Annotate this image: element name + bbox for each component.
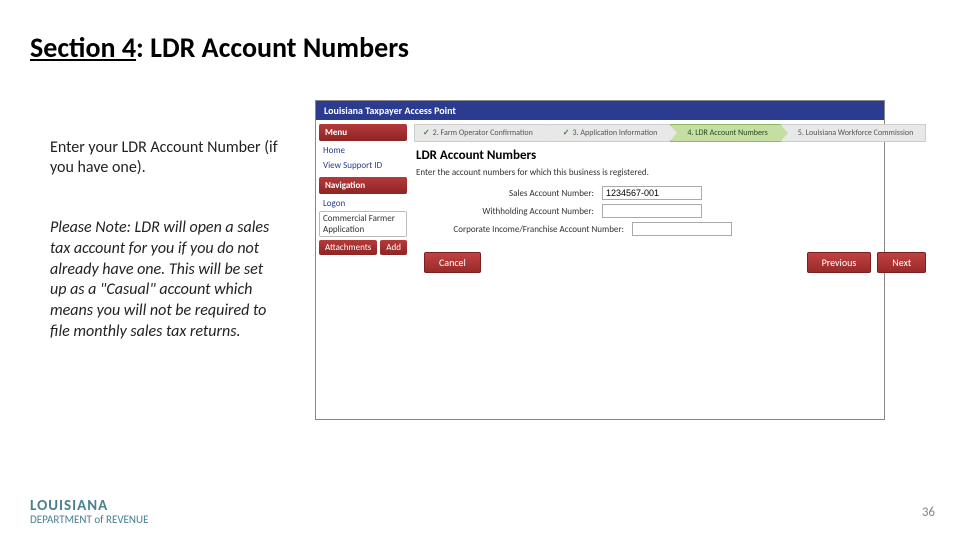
step-3[interactable]: 3. Application Information — [546, 124, 671, 142]
attachments-button[interactable]: Attachments — [319, 240, 377, 255]
title-rest: : LDR Account Numbers — [136, 30, 409, 65]
instruction-text: Enter the account numbers for which this… — [416, 167, 926, 178]
slide-title: Section 4: LDR Account Numbers — [30, 30, 409, 65]
row-sales-account: Sales Account Number: — [424, 186, 926, 200]
add-attachment-button[interactable]: Add — [380, 240, 407, 255]
main-panel: 2. Farm Operator Confirmation 3. Applica… — [410, 120, 932, 418]
page-number: 36 — [922, 505, 935, 520]
step-4[interactable]: 4. LDR Account Numbers — [670, 124, 780, 142]
logo-line2: DEPARTMENT of REVENUE — [30, 514, 148, 525]
section-heading: LDR Account Numbers — [416, 148, 926, 163]
withholding-account-label: Withholding Account Number: — [424, 206, 594, 217]
step-5[interactable]: 5. Louisiana Workforce Commission — [781, 124, 927, 142]
wizard-steps: 2. Farm Operator Confirmation 3. Applica… — [414, 124, 926, 142]
sidebar: Menu Home View Support ID Navigation Log… — [316, 120, 410, 418]
sidebar-logon[interactable]: Logon — [319, 196, 407, 211]
nav-header: Navigation — [319, 177, 407, 194]
next-button[interactable]: Next — [877, 252, 926, 273]
sidebar-home[interactable]: Home — [319, 143, 407, 158]
sidebar-commercial-farmer[interactable]: Commercial Farmer Application — [319, 211, 407, 237]
app-title-bar: Louisiana Taxpayer Access Point — [316, 101, 884, 120]
row-cift-account: Corporate Income/Franchise Account Numbe… — [424, 222, 926, 236]
row-withholding-account: Withholding Account Number: — [424, 204, 926, 218]
button-row: Cancel Previous Next — [424, 252, 926, 273]
sidebar-view-support[interactable]: View Support ID — [319, 158, 407, 173]
sales-account-label: Sales Account Number: — [424, 188, 594, 199]
title-underlined: Section 4 — [30, 30, 136, 65]
cift-account-label: Corporate Income/Franchise Account Numbe… — [424, 224, 624, 235]
intro-text: Enter your LDR Account Number (if you ha… — [50, 138, 280, 178]
previous-button[interactable]: Previous — [807, 252, 872, 273]
sales-account-input[interactable] — [602, 186, 702, 200]
logo-line1: LOUISIANA — [30, 499, 148, 514]
note-text: Please Note: LDR will open a sales tax a… — [50, 218, 280, 343]
footer-logo: LOUISIANA DEPARTMENT of REVENUE — [30, 499, 148, 525]
app-screenshot: Louisiana Taxpayer Access Point Menu Hom… — [315, 100, 885, 420]
withholding-account-input[interactable] — [602, 204, 702, 218]
cift-account-input[interactable] — [632, 222, 732, 236]
step-2[interactable]: 2. Farm Operator Confirmation — [414, 124, 546, 142]
menu-header: Menu — [319, 124, 407, 141]
cancel-button[interactable]: Cancel — [424, 252, 481, 273]
